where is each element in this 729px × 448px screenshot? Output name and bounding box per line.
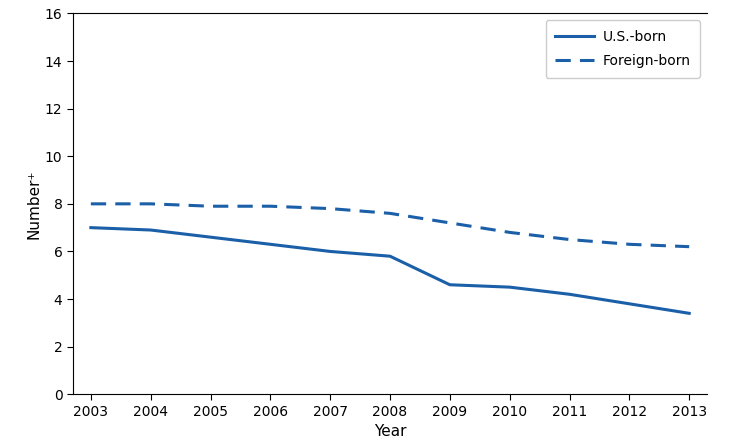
- Foreign-born: [266, 203, 275, 209]
- Foreign-born: [386, 211, 394, 216]
- U.S.-born: [386, 254, 394, 259]
- U.S.-born: [147, 227, 155, 233]
- Foreign-born: [87, 201, 95, 207]
- U.S.-born: [625, 301, 634, 306]
- Line: Foreign-born: Foreign-born: [91, 204, 689, 247]
- U.S.-born: [87, 225, 95, 230]
- Foreign-born: [206, 203, 215, 209]
- U.S.-born: [206, 234, 215, 240]
- Y-axis label: Number⁺: Number⁺: [27, 169, 42, 239]
- Line: U.S.-born: U.S.-born: [91, 228, 689, 313]
- Legend: U.S.-born, Foreign-born: U.S.-born, Foreign-born: [545, 21, 700, 78]
- Foreign-born: [685, 244, 693, 250]
- Foreign-born: [565, 237, 574, 242]
- Foreign-born: [505, 230, 514, 235]
- Foreign-born: [326, 206, 335, 211]
- U.S.-born: [505, 284, 514, 290]
- U.S.-born: [685, 310, 693, 316]
- Foreign-born: [147, 201, 155, 207]
- Foreign-born: [625, 241, 634, 247]
- U.S.-born: [266, 241, 275, 247]
- U.S.-born: [565, 292, 574, 297]
- Foreign-born: [445, 220, 454, 225]
- U.S.-born: [445, 282, 454, 288]
- U.S.-born: [326, 249, 335, 254]
- X-axis label: Year: Year: [374, 424, 406, 439]
